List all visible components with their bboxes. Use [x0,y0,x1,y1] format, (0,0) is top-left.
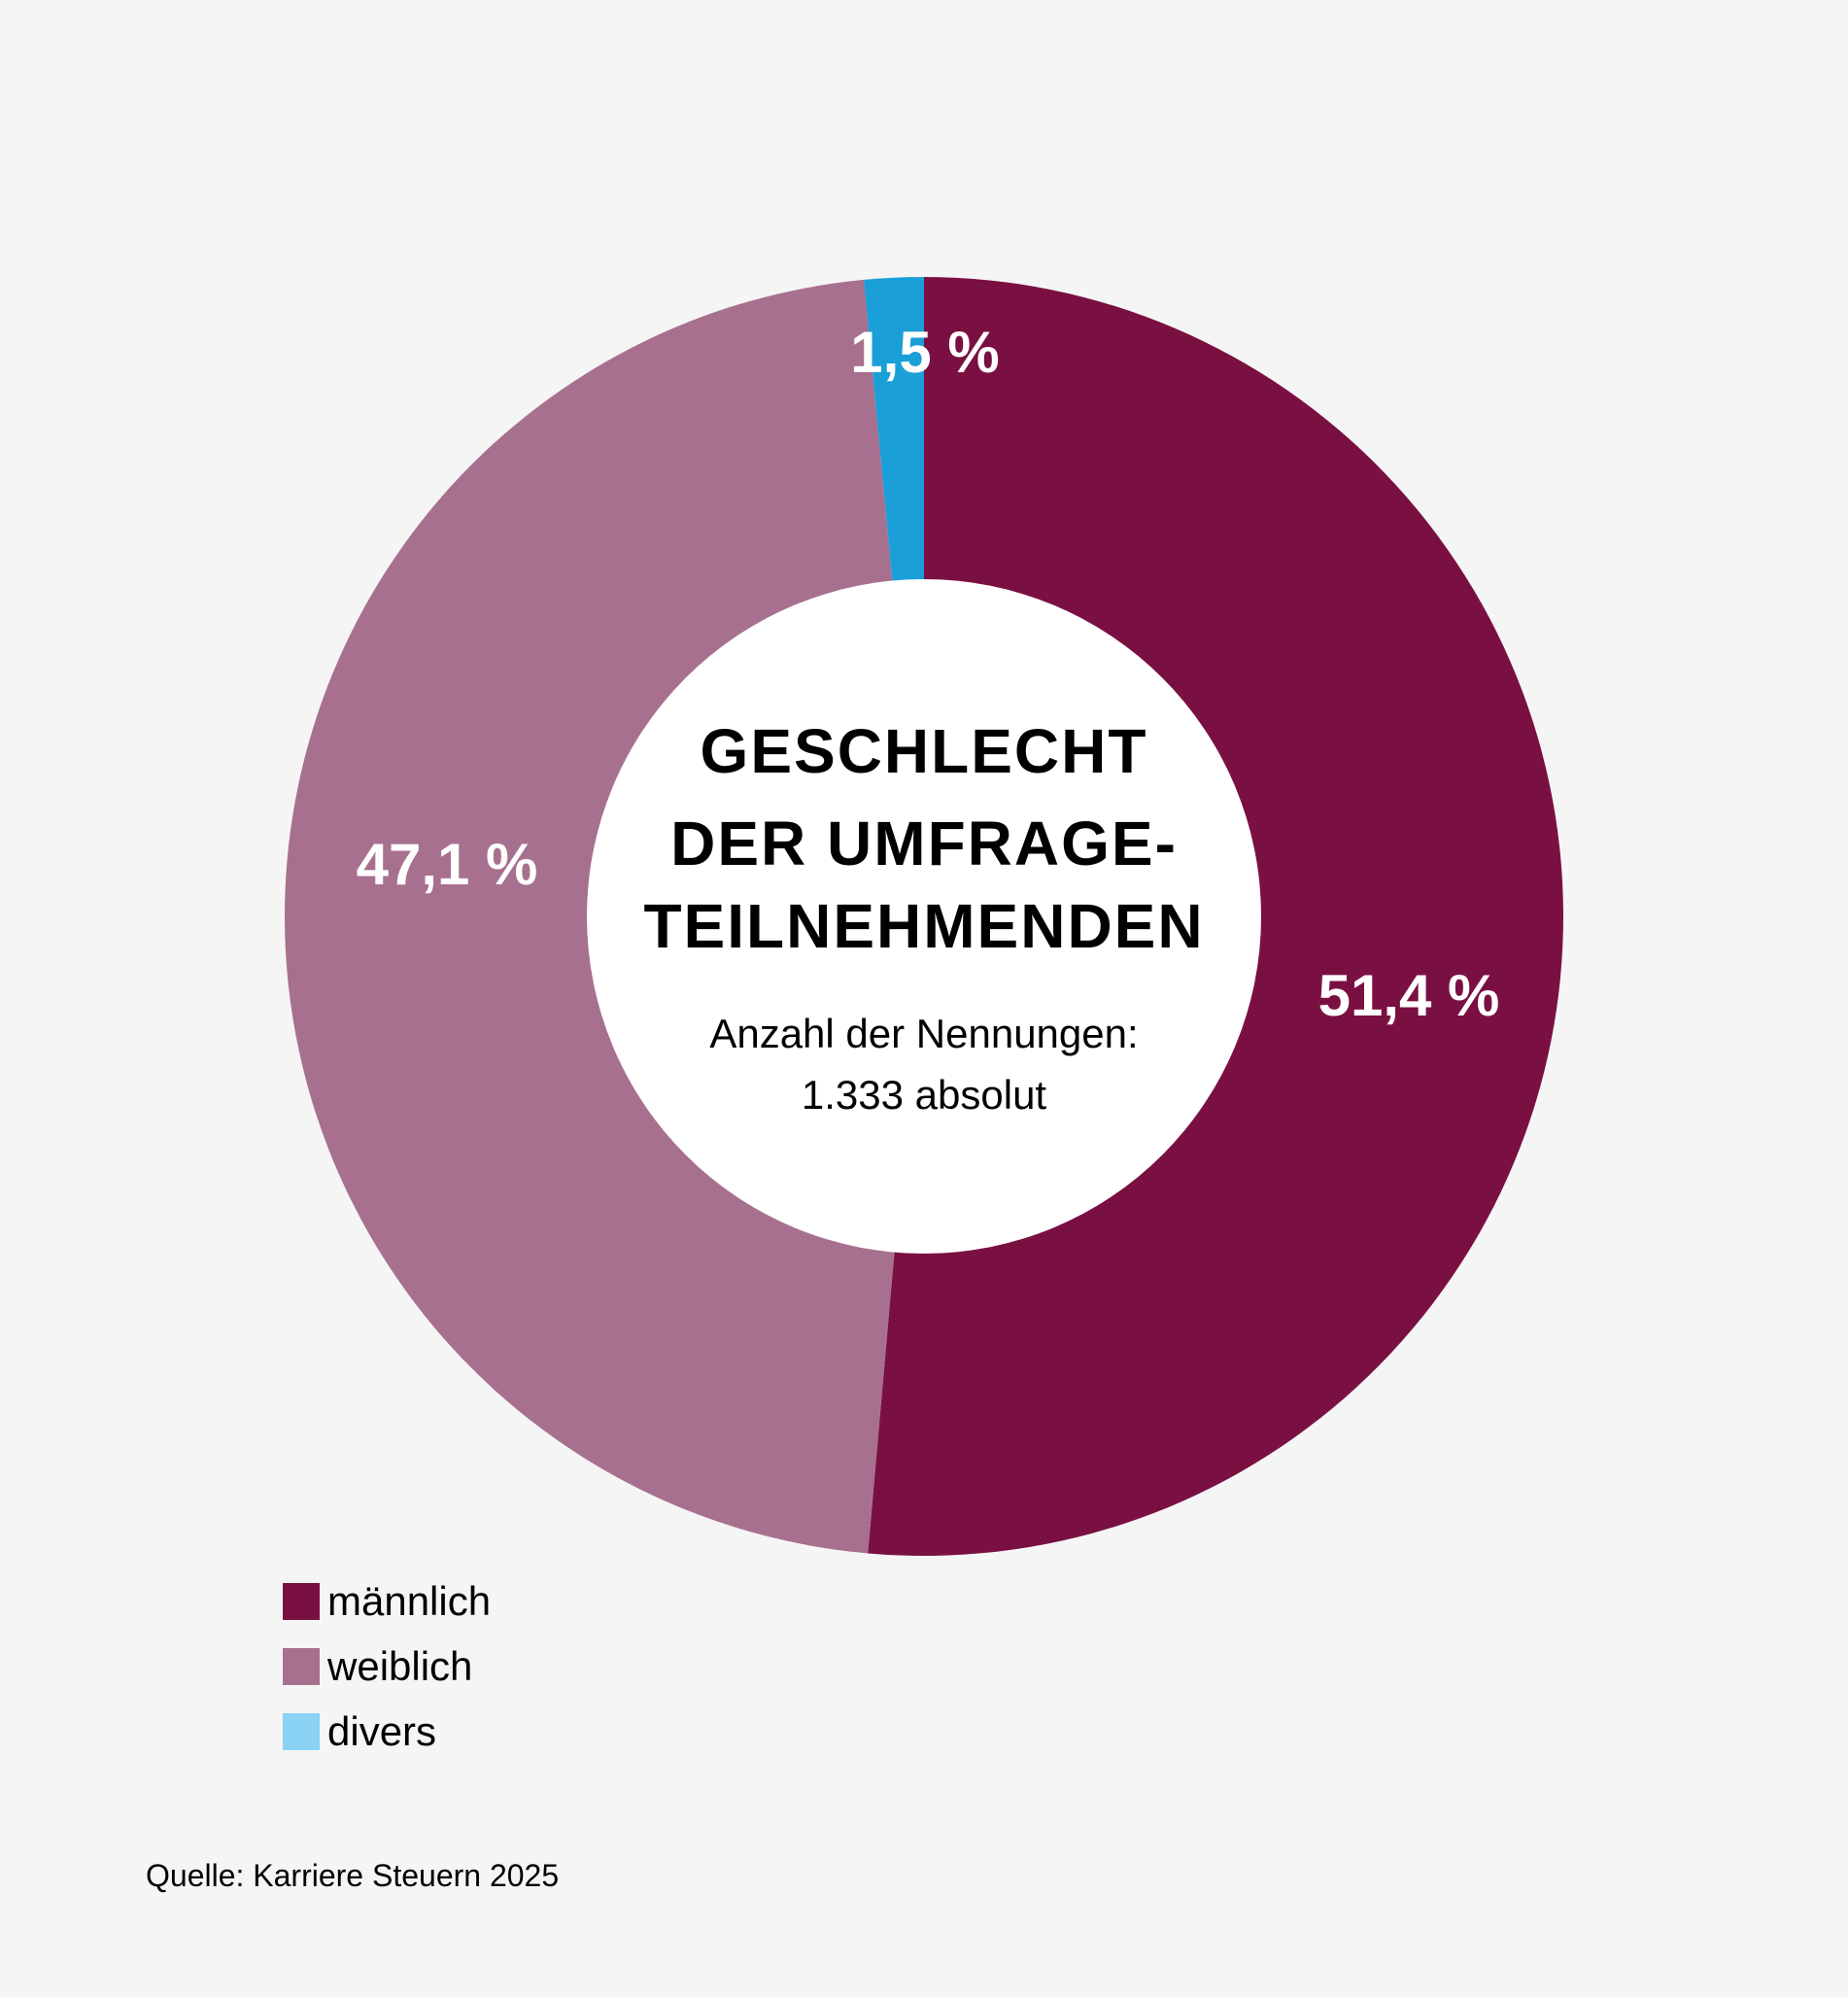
legend-item-weiblich: weiblich [283,1643,491,1689]
source-note: Quelle: Karriere Steuern 2025 [146,1858,560,1893]
chart-title-line-1: GESCHLECHT [701,716,1148,786]
chart-title-line-3: TEILNEHMENDEN [643,891,1204,961]
chart-subtitle-line-1: Anzahl der Nennungen: [709,1011,1138,1056]
legend-item-maennlich: männlich [283,1578,492,1624]
center-text: GESCHLECHT DER UMFRAGE- TEILNEHMENDEN An… [643,716,1204,1118]
legend-label-weiblich: weiblich [327,1643,473,1689]
legend-swatch-divers [283,1713,320,1750]
slice-labels: 51,4 % 47,1 % 1,5 % [357,320,1500,1028]
legend: männlich weiblich divers [283,1578,492,1774]
slice-label-maennlich: 51,4 % [1318,963,1500,1028]
legend-item-divers: divers [283,1708,491,1754]
legend-label-maennlich: männlich [327,1578,492,1624]
legend-swatch-maennlich [283,1583,320,1620]
slice-label-divers: 1,5 % [850,320,999,385]
donut-hole [587,579,1261,1254]
legend-swatch-weiblich [283,1648,320,1685]
legend-label-divers: divers [327,1708,437,1754]
slice-label-weiblich: 47,1 % [357,832,538,897]
chart-title-line-2: DER UMFRAGE- [670,809,1178,878]
chart-subtitle-line-2: 1.333 absolut [802,1072,1047,1118]
